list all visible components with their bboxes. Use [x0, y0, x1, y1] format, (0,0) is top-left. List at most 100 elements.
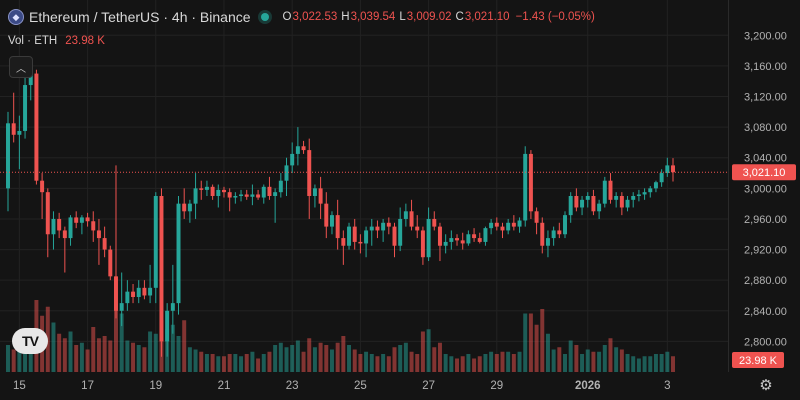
volume-bar	[51, 322, 56, 372]
volume-bar	[420, 331, 425, 372]
volume-bar	[244, 354, 249, 372]
symbol-title[interactable]: Ethereum / TetherUS · 4h · Binance	[29, 9, 251, 25]
price-tag-label: 3,021.10	[743, 167, 786, 179]
candle-body	[182, 203, 187, 212]
volume-bar	[11, 349, 16, 372]
x-tick-label: 3	[664, 380, 670, 392]
candle-body	[57, 218, 62, 231]
candle-body	[591, 196, 596, 212]
chevron-up-icon: ︿	[16, 63, 26, 75]
volume-bar	[602, 345, 607, 372]
volume-bar	[176, 336, 181, 372]
volume-bar	[648, 356, 653, 372]
candle-body	[199, 188, 204, 190]
y-tick-label: 3,200.00	[744, 30, 787, 42]
market-status-icon[interactable]	[260, 13, 269, 21]
candle-body	[347, 226, 352, 246]
candle-body	[563, 215, 567, 235]
volume-bar	[523, 313, 528, 372]
candle-body	[614, 196, 619, 200]
volume-bar	[239, 356, 244, 372]
volume-bar	[307, 338, 312, 372]
volume-tag-bg	[732, 352, 784, 368]
volume-bar	[125, 340, 130, 372]
volume-label[interactable]: Vol · ETH	[8, 35, 58, 47]
x-tick-label: 19	[149, 380, 162, 392]
candle-body	[273, 192, 278, 196]
candle-body	[585, 196, 590, 200]
candle-body	[403, 211, 408, 219]
volume-bar	[284, 347, 289, 372]
candle-body	[551, 230, 556, 239]
y-tick-label: 2,840.00	[744, 306, 787, 318]
settings-button[interactable]: ⚙	[757, 376, 775, 394]
volume-value: 23.98 K	[65, 35, 105, 47]
volume-bar	[455, 358, 460, 372]
candle-body	[136, 287, 141, 298]
candle-body	[437, 226, 442, 246]
volume-bar	[585, 349, 590, 372]
volume-bar	[403, 342, 408, 372]
candle-body	[23, 85, 28, 131]
y-tick-label: 2,880.00	[744, 275, 787, 287]
candle-body	[40, 180, 45, 193]
candle-body	[659, 173, 664, 183]
candle-body	[568, 196, 573, 216]
volume-bar	[608, 338, 613, 372]
volume-bar	[79, 342, 84, 372]
candle-body	[597, 203, 602, 212]
volume-bar	[96, 338, 101, 372]
volume-bar	[545, 333, 550, 372]
gear-icon: ⚙	[759, 377, 773, 394]
high-value: 3,039.54	[350, 11, 396, 23]
candle-body	[631, 196, 636, 200]
volume-bar	[119, 313, 124, 372]
candle-body	[432, 218, 437, 227]
volume-bar	[85, 349, 90, 372]
volume-bar	[557, 347, 562, 372]
volume-tag-label: 23.98 K	[739, 355, 778, 367]
volume-bar	[295, 340, 300, 372]
candle-body	[267, 186, 272, 196]
candle-body	[125, 291, 130, 304]
volume-bar	[506, 351, 511, 372]
volume-bar	[449, 356, 454, 372]
volume-bar	[597, 351, 602, 372]
price-tag-bg	[732, 164, 796, 181]
volume-bar	[358, 354, 363, 372]
volume-bar	[511, 354, 516, 372]
candle-body	[301, 146, 306, 151]
volume-bar	[500, 351, 505, 372]
volume-bar	[614, 347, 619, 372]
open-value: 3,022.53	[292, 11, 338, 23]
candle-body	[523, 153, 528, 221]
candle-body	[545, 238, 550, 246]
volume-bar	[6, 345, 10, 372]
x-tick-label: 29	[490, 380, 503, 392]
y-tick-label: 2,960.00	[744, 214, 787, 226]
volume-bar	[324, 345, 329, 372]
y-tick-label: 3,160.00	[744, 61, 787, 73]
tradingview-logo[interactable]: TV	[12, 328, 48, 354]
volume-bar	[517, 351, 522, 372]
candle-body	[45, 192, 50, 235]
candle-body	[176, 203, 181, 304]
volume-bar	[227, 354, 232, 372]
volume-bar	[335, 342, 340, 372]
candle-body	[142, 287, 147, 296]
candle-body	[426, 218, 431, 258]
volume-bar	[23, 342, 28, 372]
volume-bar	[568, 340, 573, 372]
volume-bar	[74, 345, 79, 372]
candle-body	[443, 241, 448, 246]
candle-body	[62, 230, 67, 239]
candle-body	[233, 196, 238, 198]
volume-bar	[153, 333, 158, 372]
volume-bar	[102, 336, 107, 372]
volume-bar	[477, 356, 482, 372]
collapse-legend-button[interactable]: ︿	[9, 56, 33, 78]
candle-body	[494, 222, 499, 227]
candle-body	[648, 188, 653, 193]
